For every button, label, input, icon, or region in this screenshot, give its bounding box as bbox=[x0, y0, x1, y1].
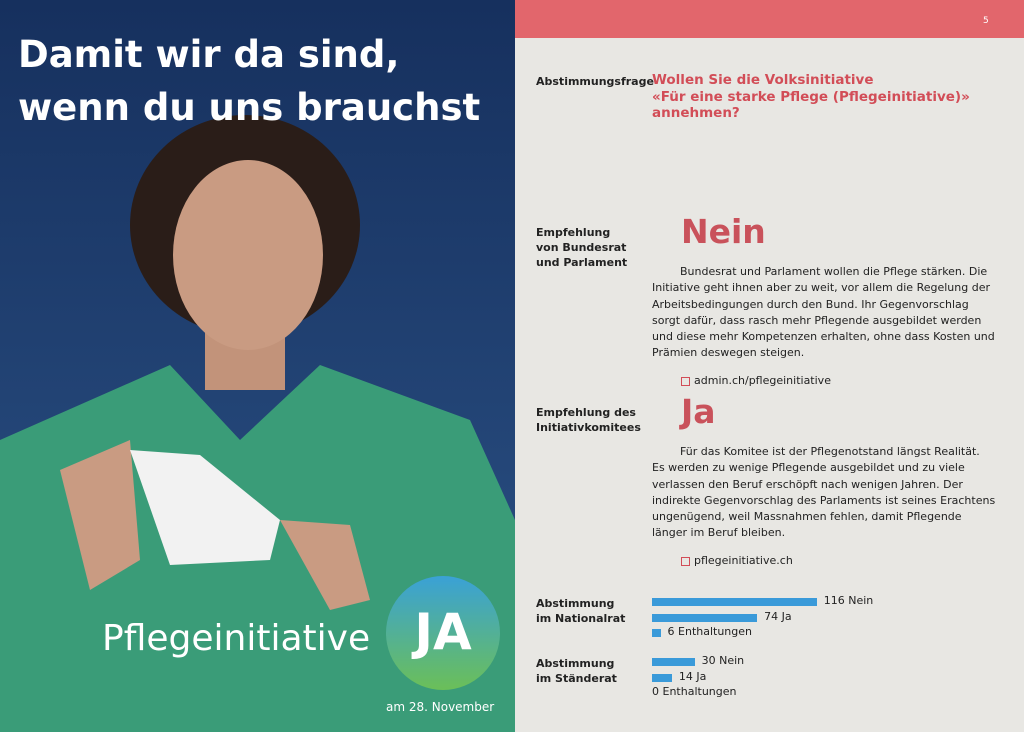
vote-count: 0 bbox=[652, 685, 659, 698]
badge-text: JA bbox=[414, 603, 472, 661]
text-line: Initiative geht ihnen aber zu weit, vor … bbox=[652, 281, 990, 295]
vote-bar bbox=[652, 629, 661, 637]
hand bbox=[280, 520, 370, 610]
vote-count: 6 bbox=[667, 625, 675, 638]
text-line: Für das Komitee ist der Pflegenotstand l… bbox=[680, 445, 980, 458]
vote-count: 74 bbox=[764, 609, 779, 623]
vote-result: 74 Ja bbox=[764, 610, 792, 623]
label-line: von Bundesrat bbox=[536, 241, 627, 254]
recommendation-text: Für das Komitee ist der Pflegenotstand l… bbox=[652, 444, 995, 542]
question-line: «Für eine starke Pflege (Pflegeinitiativ… bbox=[652, 88, 970, 105]
campaign: Pflegeinitiative bbox=[102, 618, 371, 659]
link: admin.ch/pflegeinitiative bbox=[694, 373, 831, 387]
text-line: indirekte Gegenvorschlag des Parlaments … bbox=[652, 493, 996, 507]
label-line: Abstimmung bbox=[536, 597, 615, 610]
vote-bar bbox=[652, 673, 672, 682]
label-line: und Parlament bbox=[536, 256, 628, 269]
label-line: Abstimmung bbox=[536, 657, 615, 670]
face bbox=[173, 160, 323, 350]
vote-option: Enthaltungen bbox=[678, 625, 752, 638]
text-line: Es werden zu wenige Pflegende ausgebilde… bbox=[652, 461, 965, 475]
label-line: Empfehlung bbox=[536, 226, 611, 239]
link-icon bbox=[681, 556, 690, 566]
poster bbox=[0, 0, 515, 732]
text-line: und diese mehr Kompetenzen erhalten, ohn… bbox=[652, 330, 995, 344]
vote-option: Nein bbox=[848, 594, 874, 607]
vote-option: Enthaltungen bbox=[662, 685, 737, 698]
mask bbox=[130, 450, 280, 565]
vote-option: Ja bbox=[781, 609, 792, 623]
header-band bbox=[515, 0, 1024, 38]
text-line: Bundesrat und Parlament wollen die Pfleg… bbox=[680, 265, 988, 278]
question: Wollen Sie die Volksinitiative «Für eine … bbox=[652, 72, 970, 122]
date: am 28. November bbox=[386, 700, 495, 714]
vote-result: 116 Nein bbox=[824, 594, 874, 607]
text-line: Prämien deswegen steigen. bbox=[652, 346, 805, 360]
vote-bar bbox=[652, 613, 758, 622]
booklet-page: 5 Abstimmungsfrage Wollen Sie die Volksi… bbox=[515, 0, 1024, 732]
vote-count: 14 bbox=[678, 669, 693, 683]
vote-count: 116 bbox=[823, 594, 845, 607]
page-number: 5 bbox=[983, 16, 989, 26]
text-line: verlassen den Beruf erschöpft nach wenig… bbox=[652, 477, 963, 491]
question-label: Abstimmungsfrage bbox=[536, 75, 654, 88]
link: pflegeinitiative.ch bbox=[694, 553, 793, 567]
vote-count: 30 bbox=[701, 654, 716, 667]
verdict: Ja bbox=[681, 392, 716, 431]
text-line: ungenügend, weil Massnahmen fehlen, dami… bbox=[652, 510, 962, 524]
link-icon bbox=[681, 376, 690, 386]
vote-label: Abstimmung im Nationalrat bbox=[536, 596, 625, 626]
vote-result: 0 Enthaltungen bbox=[652, 685, 736, 698]
vote-option: Ja bbox=[696, 669, 707, 683]
poster-headline: Damit wir da sind, wenn du uns brauchst bbox=[18, 28, 480, 134]
recommendation-label: Empfehlung des Initiativkomitees bbox=[536, 405, 641, 435]
label-line: Initiativkomitees bbox=[536, 421, 641, 434]
headline-line: wenn du uns brauchst bbox=[18, 86, 481, 129]
vote-bar bbox=[652, 598, 817, 606]
question-line: Wollen Sie die Volksinitiative bbox=[652, 72, 874, 88]
recommendation-text: Bundesrat und Parlament wollen die Pfleg… bbox=[652, 264, 995, 362]
label-line: im Nationalrat bbox=[536, 612, 626, 625]
vote-result: 30 Nein bbox=[702, 654, 745, 667]
badge bbox=[386, 576, 500, 690]
question-line: annehmen? bbox=[652, 105, 740, 121]
label-line: Empfehlung des bbox=[536, 406, 636, 419]
vote-bar bbox=[652, 658, 695, 666]
vote-option: Nein bbox=[719, 654, 745, 667]
text-line: Arbeitsbedingungen durch den Bund. Ihr G… bbox=[652, 297, 969, 311]
hand bbox=[60, 440, 140, 590]
verdict: Nein bbox=[681, 212, 766, 251]
text-line: sorgt dafür, dass rasch mehr Pflegende a… bbox=[652, 313, 982, 327]
vote-label: Abstimmung im Ständerat bbox=[536, 656, 617, 686]
vote-result: 14 Ja bbox=[679, 670, 707, 683]
label-line: im Ständerat bbox=[536, 672, 617, 685]
recommendation-label: Empfehlung von Bundesrat und Parlament bbox=[536, 225, 627, 270]
vote-result: 6 Enthaltungen bbox=[668, 625, 752, 638]
text-line: länger im Beruf bleiben. bbox=[652, 526, 786, 540]
headline-line: Damit wir da sind, bbox=[18, 33, 400, 76]
